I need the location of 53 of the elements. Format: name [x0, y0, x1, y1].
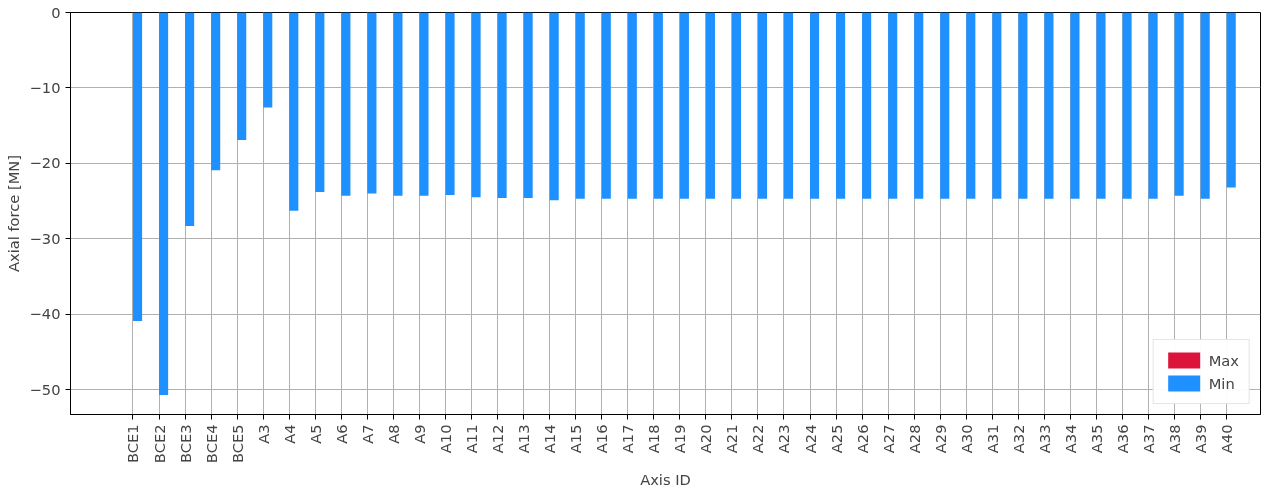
- y-tick-label: −10: [29, 78, 61, 96]
- x-tick-label: A36: [1113, 424, 1131, 454]
- x-tick-label: BCE3: [176, 424, 194, 464]
- x-tick-label: A11: [463, 424, 481, 454]
- x-tick-label: A24: [801, 424, 819, 454]
- x-tick-label: A18: [645, 424, 663, 454]
- x-tick-label: A6: [332, 424, 350, 444]
- x-tick-label: A13: [515, 424, 533, 454]
- legend-label: Min: [1208, 374, 1235, 392]
- x-tick-label: A21: [723, 424, 741, 454]
- x-tick-label: A12: [489, 424, 507, 454]
- x-tick-label: A31: [983, 424, 1001, 454]
- x-tick-label: A3: [254, 424, 272, 444]
- x-tick-label: A27: [879, 424, 897, 454]
- y-axis-title: Axial force [MN]: [4, 154, 22, 273]
- x-tick-label: A16: [593, 424, 611, 454]
- x-tick-label: A8: [384, 424, 402, 444]
- x-tick-label: BCE2: [150, 424, 168, 464]
- x-tick-label: A39: [1192, 424, 1210, 454]
- y-tick-label: −50: [29, 380, 61, 398]
- legend-label: Max: [1208, 351, 1239, 369]
- y-tick-label: −20: [29, 154, 61, 172]
- y-tick-label: 0: [51, 3, 61, 21]
- x-tick-label: A19: [671, 424, 689, 454]
- x-tick-label: A25: [827, 424, 845, 454]
- x-tick-label: A10: [436, 424, 454, 454]
- x-tick-label: A22: [749, 424, 767, 454]
- x-tick-label: A9: [410, 424, 428, 444]
- x-tick-label: A40: [1218, 424, 1236, 454]
- y-tick-label: −30: [29, 229, 61, 247]
- x-tick-label: A5: [306, 424, 324, 444]
- x-tick-label: A14: [541, 424, 559, 454]
- x-tick-label: A32: [1009, 424, 1027, 454]
- x-tick-label: A15: [567, 424, 585, 454]
- y-tick-label: −40: [29, 305, 61, 323]
- x-tick-label: BCE5: [228, 424, 246, 464]
- x-tick-label: A35: [1087, 424, 1105, 454]
- x-tick-label: A23: [775, 424, 793, 454]
- x-tick-label: A7: [358, 424, 376, 444]
- x-tick-label: A33: [1035, 424, 1053, 454]
- x-tick-label: BCE1: [124, 424, 142, 464]
- x-tick-label: A34: [1061, 424, 1079, 454]
- x-tick-label: A26: [853, 424, 871, 454]
- x-tick-label: A37: [1140, 424, 1158, 454]
- x-tick-label: A30: [957, 424, 975, 454]
- x-tick-label: A28: [905, 424, 923, 454]
- x-tick-label: A4: [280, 424, 298, 444]
- x-tick-label: BCE4: [202, 424, 220, 464]
- x-axis-title: Axis ID: [640, 471, 691, 489]
- x-tick-label: A29: [931, 424, 949, 454]
- x-tick-label: A17: [619, 424, 637, 454]
- x-tick-label: A20: [697, 424, 715, 454]
- x-tick-label: A38: [1166, 424, 1184, 454]
